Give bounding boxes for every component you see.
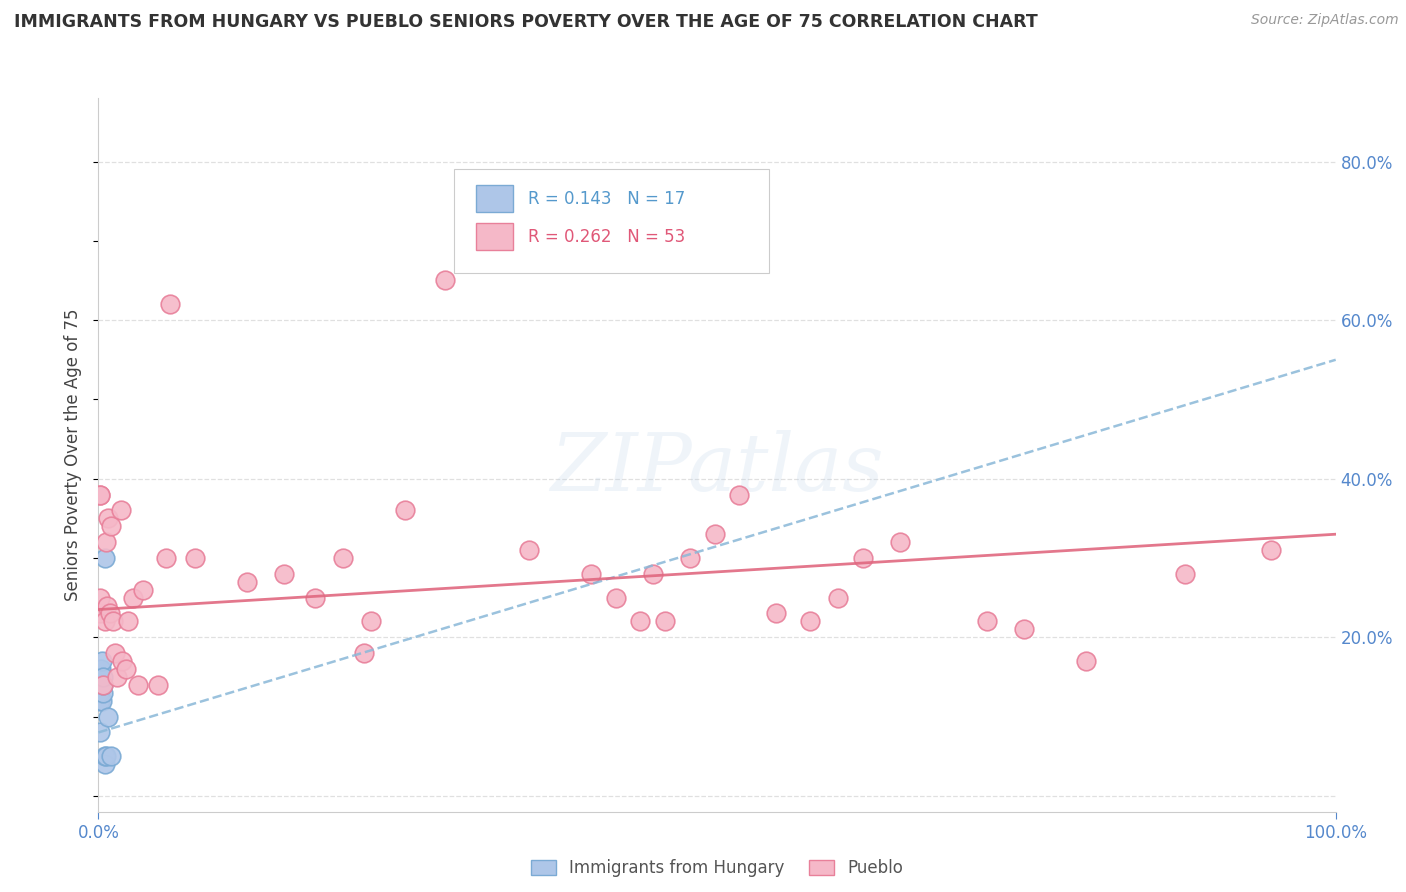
Point — [97, 511, 120, 525]
Point — [852, 551, 875, 566]
Point — [579, 566, 602, 581]
Point — [94, 535, 117, 549]
FancyBboxPatch shape — [454, 169, 769, 273]
Point — [93, 678, 115, 692]
Point — [91, 694, 114, 708]
Point — [89, 607, 111, 621]
Text: IMMIGRANTS FROM HUNGARY VS PUEBLO SENIORS POVERTY OVER THE AGE OF 75 CORRELATION: IMMIGRANTS FROM HUNGARY VS PUEBLO SENIOR… — [14, 13, 1038, 31]
Point — [976, 615, 998, 629]
Point — [127, 678, 149, 692]
Point — [654, 615, 676, 629]
Point — [93, 615, 115, 629]
Bar — [475, 223, 513, 250]
Point — [89, 725, 111, 739]
Point — [605, 591, 627, 605]
Point — [100, 749, 122, 764]
Point — [89, 686, 111, 700]
Point — [353, 646, 375, 660]
Point — [155, 551, 177, 566]
Point — [98, 607, 121, 621]
Point — [117, 615, 139, 629]
Text: ZIPatlas: ZIPatlas — [550, 431, 884, 508]
Point — [90, 662, 112, 676]
Point — [103, 615, 125, 629]
Point — [304, 591, 326, 605]
Point — [93, 686, 115, 700]
Point — [89, 670, 111, 684]
Point — [100, 519, 122, 533]
Point — [93, 551, 115, 566]
Point — [765, 607, 787, 621]
Point — [93, 757, 115, 772]
Point — [90, 678, 112, 692]
Point — [273, 566, 295, 581]
Point — [456, 218, 478, 232]
Point — [91, 654, 114, 668]
Point — [110, 503, 132, 517]
Point — [122, 591, 145, 605]
Y-axis label: Seniors Poverty Over the Age of 75: Seniors Poverty Over the Age of 75 — [65, 309, 83, 601]
Point — [889, 535, 911, 549]
Text: Source: ZipAtlas.com: Source: ZipAtlas.com — [1251, 13, 1399, 28]
Point — [703, 527, 725, 541]
Point — [628, 615, 651, 629]
Point — [94, 749, 117, 764]
Point — [332, 551, 354, 566]
Point — [111, 654, 134, 668]
Point — [827, 591, 849, 605]
Point — [1074, 654, 1097, 668]
Point — [394, 503, 416, 517]
Point — [93, 678, 115, 692]
Point — [517, 543, 540, 558]
Point — [360, 615, 382, 629]
Point — [799, 615, 821, 629]
Point — [159, 297, 181, 311]
Point — [1012, 623, 1035, 637]
Point — [236, 574, 259, 589]
Point — [89, 487, 111, 501]
Point — [103, 646, 125, 660]
Point — [1260, 543, 1282, 558]
Point — [641, 566, 664, 581]
Text: R = 0.262   N = 53: R = 0.262 N = 53 — [527, 227, 685, 245]
Point — [114, 662, 136, 676]
Point — [89, 487, 111, 501]
Point — [105, 670, 128, 684]
Text: R = 0.143   N = 17: R = 0.143 N = 17 — [527, 190, 685, 208]
Point — [728, 487, 751, 501]
Point — [132, 582, 155, 597]
Point — [184, 551, 207, 566]
Point — [89, 591, 111, 605]
Point — [679, 551, 702, 566]
Point — [93, 749, 115, 764]
Point — [146, 678, 169, 692]
Point — [93, 670, 115, 684]
Point — [433, 273, 456, 287]
Point — [89, 694, 111, 708]
Point — [96, 599, 118, 613]
Point — [1174, 566, 1197, 581]
Bar — [475, 186, 513, 212]
Point — [97, 709, 120, 723]
Legend: Immigrants from Hungary, Pueblo: Immigrants from Hungary, Pueblo — [522, 851, 912, 886]
